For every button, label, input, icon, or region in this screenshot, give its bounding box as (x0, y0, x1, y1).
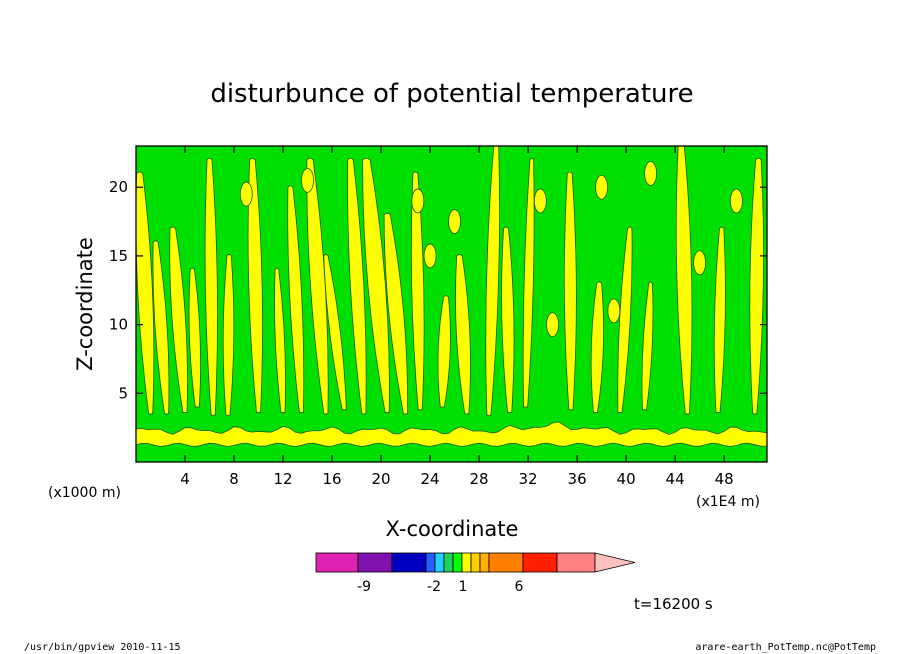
y-axis-label: Z-coordinate (73, 237, 97, 371)
colorbar-swatch (556, 552, 596, 573)
blob (301, 167, 314, 193)
colorbar-swatch (479, 552, 490, 573)
y-tick-label: 10 (109, 316, 128, 334)
plume (274, 267, 286, 413)
blob (595, 174, 608, 200)
colorbar-arrow (594, 552, 636, 573)
blob (423, 243, 437, 269)
x-tick-label: 16 (322, 470, 341, 488)
colorbar-tick-label: 1 (459, 579, 468, 595)
x-tick-label: 36 (568, 470, 587, 488)
plume (362, 157, 390, 413)
plume (347, 157, 367, 415)
blob (239, 181, 253, 207)
plume (749, 157, 764, 415)
plume (522, 157, 535, 408)
time-annotation: t=16200 s (634, 595, 713, 613)
colorbar-ticks: -9 -2 1 6 (357, 579, 524, 595)
x-tick-label: 20 (372, 470, 391, 488)
y-tick-label: 15 (109, 247, 128, 265)
x-tick-label: 28 (470, 470, 489, 488)
colorbar-swatch (434, 552, 445, 573)
plume (641, 281, 654, 411)
colorbar-swatch (452, 552, 463, 573)
plume (563, 171, 577, 411)
y-tick-label: 20 (109, 178, 128, 196)
plume (410, 171, 425, 411)
plume (590, 281, 604, 413)
x-axis: 4 8 12 16 20 24 28 32 36 40 44 48 (180, 146, 734, 488)
blob (411, 188, 425, 214)
x-axis-label: X-coordinate (386, 517, 519, 541)
x-tick-label: 4 (180, 470, 190, 488)
plot-frame (135, 145, 768, 463)
colorbar-swatch (443, 552, 454, 573)
plume-layer (136, 146, 767, 462)
blob (607, 298, 621, 324)
x-tick-label: 32 (519, 470, 538, 488)
footer-left: /usr/bin/gpview 2010-11-15 (24, 642, 181, 653)
blob (644, 161, 658, 186)
x-tick-label: 40 (617, 470, 636, 488)
chart-title: disturbunce of potential temperature (210, 79, 693, 109)
colorbar-swatch (470, 552, 481, 573)
plume (188, 267, 201, 408)
plume (204, 157, 218, 416)
colorbar-swatch (461, 552, 472, 573)
colorbar-tick-label: 6 (515, 579, 524, 595)
x-tick-label: 8 (229, 470, 239, 488)
x-scale-note: (x1E4 m) (696, 494, 760, 510)
plume (455, 254, 471, 415)
colorbar-swatch (315, 552, 359, 573)
plume (222, 254, 235, 416)
x-tick-label: 12 (273, 470, 292, 488)
plot-area (136, 146, 767, 462)
plume (247, 157, 263, 413)
footer-right: arare-earth_PotTemp.nc@PotTemp (695, 642, 876, 653)
colorbar-tick-label: -2 (427, 579, 441, 595)
colorbar-swatch (522, 552, 558, 573)
colorbar (315, 552, 636, 573)
colorbar-swatch (391, 552, 427, 573)
blob (729, 188, 743, 214)
plume (287, 185, 305, 413)
plume (501, 226, 515, 413)
colorbar-swatch (425, 552, 436, 573)
x-tick-label: 24 (421, 470, 440, 488)
blob (448, 209, 461, 234)
plume (617, 226, 633, 413)
plume (383, 212, 409, 415)
surface-strip (136, 442, 767, 462)
plume (437, 295, 451, 408)
plume (485, 146, 500, 416)
colorbar-swatch (357, 552, 393, 573)
plume (675, 146, 693, 415)
colorbar-tick-label: -9 (357, 579, 371, 595)
plume (136, 171, 155, 415)
plume (713, 226, 726, 413)
plume (306, 157, 329, 415)
colorbar-swatch (488, 552, 524, 573)
plume (169, 226, 188, 413)
blob (546, 312, 559, 338)
x-unit-label: (x1000 m) (48, 485, 121, 501)
x-tick-label: 48 (715, 470, 734, 488)
plume (152, 240, 170, 415)
blob (693, 250, 707, 276)
y-axis: 5 10 15 20 (109, 178, 767, 402)
x-tick-label: 44 (666, 470, 685, 488)
plume (323, 254, 347, 411)
blob (533, 188, 547, 214)
y-tick-label: 5 (118, 384, 128, 402)
